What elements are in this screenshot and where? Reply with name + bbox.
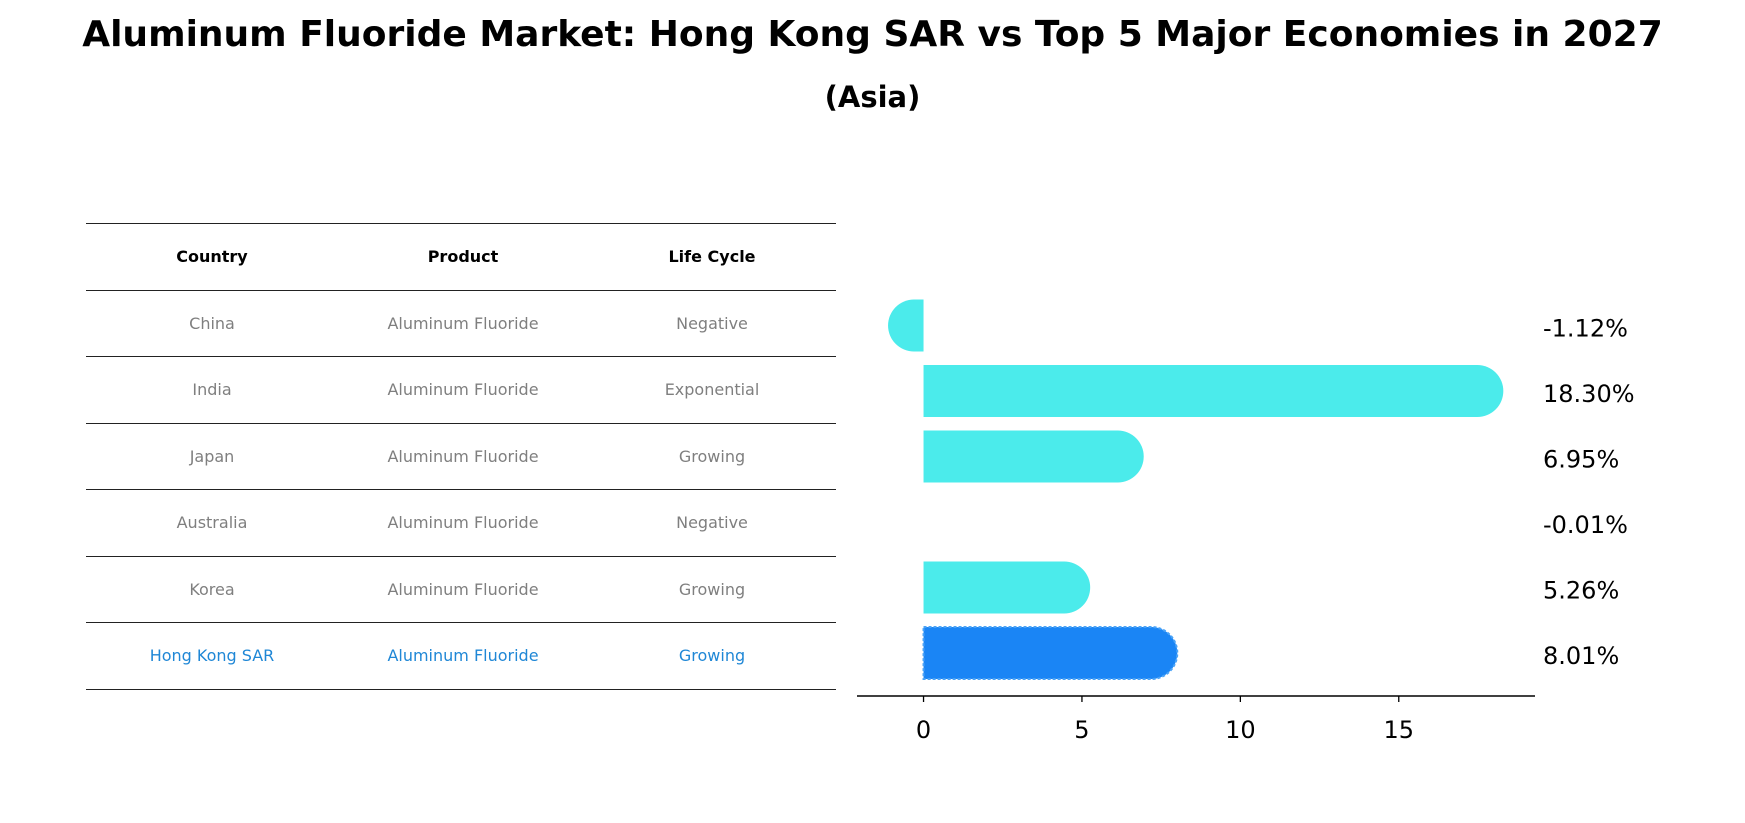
bar — [923, 430, 1144, 483]
country-cell: Australia — [86, 489, 338, 557]
value-label: 18.30% — [1543, 380, 1635, 408]
x-tick-label: 10 — [1225, 716, 1256, 744]
column-header-country: Country — [86, 223, 338, 291]
country-cell: India — [86, 356, 338, 424]
x-tick-label: 5 — [1074, 716, 1089, 744]
bar — [923, 561, 1091, 614]
table-row: India Aluminum Fluoride Exponential — [86, 356, 836, 424]
table-header-row: Country Product Life Cycle — [86, 223, 836, 291]
column-header-product: Product — [338, 223, 588, 291]
product-cell: Aluminum Fluoride — [338, 556, 588, 623]
life-cycle-cell: Exponential — [588, 356, 836, 424]
value-label: 5.26% — [1543, 577, 1619, 605]
country-cell: Japan — [86, 423, 338, 490]
product-cell: Aluminum Fluoride — [338, 290, 588, 357]
x-tick-label: 15 — [1383, 716, 1414, 744]
column-header-life-cycle: Life Cycle — [588, 223, 836, 291]
chart-title: Aluminum Fluoride Market: Hong Kong SAR … — [82, 14, 1663, 55]
table-row: Korea Aluminum Fluoride Growing — [86, 556, 836, 623]
table-row: China Aluminum Fluoride Negative — [86, 290, 836, 357]
bar — [923, 365, 1504, 417]
table-row: Australia Aluminum Fluoride Negative — [86, 489, 836, 557]
life-cycle-cell: Negative — [588, 290, 836, 357]
product-cell: Aluminum Fluoride — [338, 423, 588, 490]
highlight-bar — [922, 626, 1179, 680]
life-cycle-cell: Negative — [588, 489, 836, 557]
value-label: -0.01% — [1543, 511, 1628, 539]
product-cell: Aluminum Fluoride — [338, 356, 588, 424]
life-cycle-cell: Growing — [588, 622, 836, 690]
product-cell: Aluminum Fluoride — [338, 489, 588, 557]
value-label: 6.95% — [1543, 446, 1619, 474]
life-cycle-cell: Growing — [588, 556, 836, 623]
x-tick-label: 0 — [916, 716, 931, 744]
life-cycle-cell: Growing — [588, 423, 836, 490]
product-cell: Aluminum Fluoride — [338, 622, 588, 690]
life-cycle-table: Country Product Life Cycle China Aluminu… — [86, 223, 836, 690]
chart-subtitle: (Asia) — [824, 80, 921, 114]
country-cell: China — [86, 290, 338, 357]
country-cell: Korea — [86, 556, 338, 623]
value-label: 8.01% — [1543, 642, 1619, 670]
table-row: Japan Aluminum Fluoride Growing — [86, 423, 836, 490]
value-label: -1.12% — [1543, 315, 1628, 343]
country-cell: Hong Kong SAR — [86, 622, 338, 690]
bar — [888, 299, 924, 352]
table-row-highlight: Hong Kong SAR Aluminum Fluoride Growing — [86, 622, 836, 690]
